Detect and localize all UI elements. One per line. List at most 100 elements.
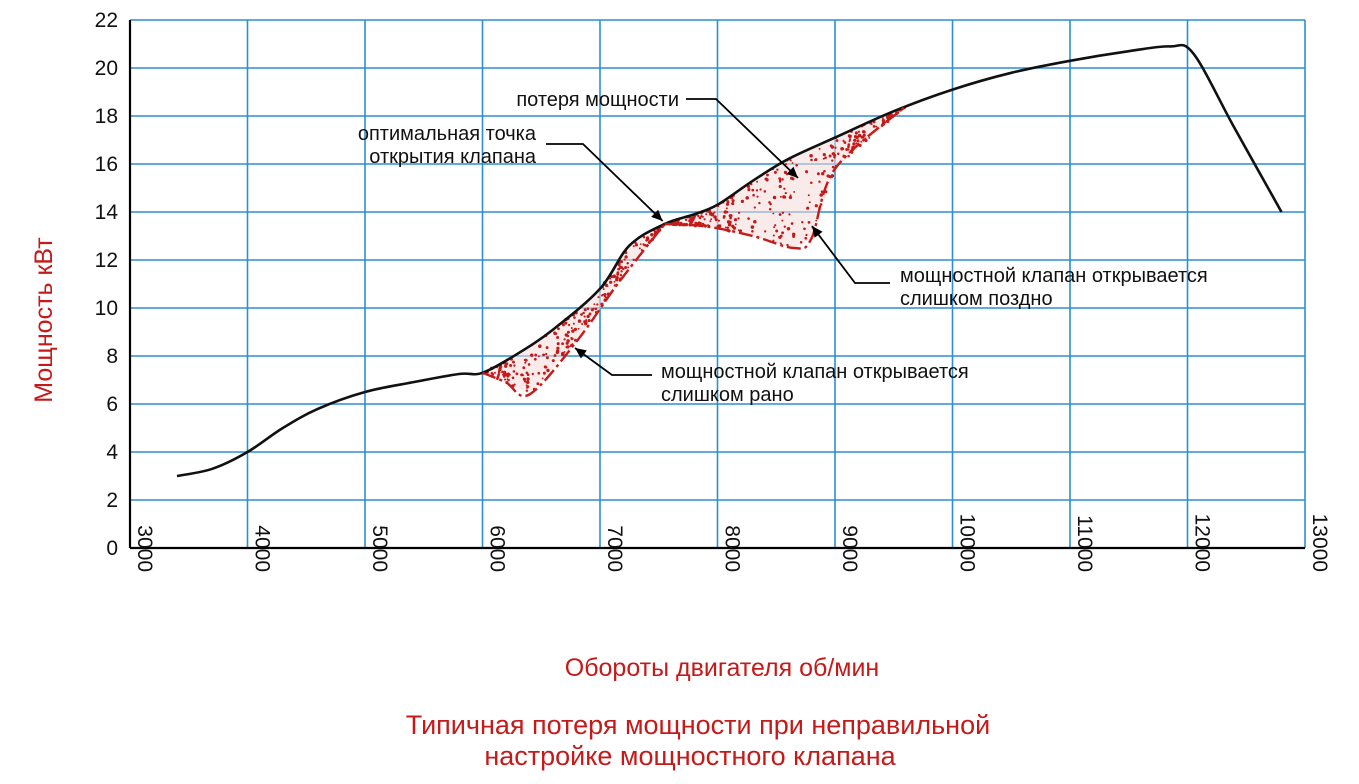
loss-dot [538, 344, 542, 348]
loss-dot [526, 373, 530, 377]
loss-dot [570, 337, 573, 339]
loss-dot [786, 227, 791, 231]
loss-dot [632, 245, 635, 248]
x-tick-label: 9000 [838, 525, 861, 572]
loss-dot [491, 373, 495, 376]
loss-dot [619, 273, 623, 277]
loss-dot [713, 211, 716, 214]
loss-dot [583, 308, 587, 312]
loss-dot [756, 180, 759, 183]
loss-dot [588, 312, 592, 316]
loss-dot [616, 271, 620, 274]
loss-dot [597, 296, 600, 299]
loss-dot [566, 334, 570, 338]
loss-dot [845, 148, 849, 151]
loss-dot [512, 370, 516, 373]
loss-dot [763, 190, 767, 193]
loss-dot [842, 139, 845, 142]
loss-dot [815, 219, 818, 222]
loss-dot [790, 222, 794, 225]
curves [176, 43, 1283, 478]
loss-dot [784, 163, 788, 166]
loss-dot [847, 145, 850, 149]
loss-dot [803, 227, 806, 231]
annotation-opens-too-early-line-1: мощностной клапан открывается [661, 361, 969, 383]
loss-dot [526, 385, 530, 388]
y-tick-label: 18 [95, 105, 118, 128]
loss-dot [546, 368, 550, 373]
loss-dot [793, 190, 796, 193]
loss-dot [764, 230, 767, 233]
loss-dot [545, 356, 549, 360]
loss-dot [776, 168, 779, 171]
annotation-opens-too-late: мощностной клапан открывается слишком по… [900, 265, 1208, 310]
loss-dot [781, 178, 784, 181]
loss-dot [881, 117, 884, 120]
loss-dot [647, 240, 651, 244]
loss-dot [573, 316, 576, 319]
loss-dot [854, 131, 858, 135]
loss-dot [773, 170, 777, 174]
loss-dot [810, 158, 813, 162]
caption-line-1: Типичная потеря мощности при неправильно… [406, 710, 990, 740]
loss-dot [737, 217, 740, 220]
loss-dot [506, 374, 510, 378]
x-tick-label: 4000 [251, 525, 274, 572]
loss-dot [577, 319, 582, 323]
loss-dot [848, 140, 851, 143]
loss-dot [806, 206, 810, 210]
y-tick-label: 2 [106, 489, 118, 512]
loss-dot [726, 220, 731, 224]
loss-dot [571, 329, 575, 333]
loss-dot [524, 361, 527, 364]
loss-dot [504, 364, 508, 368]
loss-dot [726, 200, 730, 204]
loss-dot [638, 247, 641, 250]
loss-dot [525, 389, 529, 392]
annotation-power-loss: потеря мощности [516, 89, 679, 111]
loss-dot [847, 143, 851, 146]
loss-dot [847, 148, 850, 151]
loss-dot [596, 303, 599, 306]
loss-dot [818, 180, 821, 183]
loss-dot [852, 142, 856, 146]
loss-dot [788, 195, 793, 200]
loss-dot [768, 201, 771, 204]
loss-dot [702, 215, 704, 218]
loss-dot [512, 360, 515, 364]
loss-dot [752, 193, 755, 197]
loss-dot [703, 224, 707, 228]
loss-dot [522, 374, 525, 377]
loss-dot [753, 206, 756, 209]
y-tick-label: 0 [106, 537, 118, 560]
loss-dot [557, 327, 560, 331]
loss-dot [545, 366, 548, 369]
leader-opens-too-early [574, 347, 652, 376]
loss-dot [778, 213, 782, 216]
leader-opens-too-early-arrowhead [575, 348, 587, 359]
loss-dot [755, 189, 759, 192]
loss-dot [556, 342, 560, 346]
loss-dot [509, 363, 513, 368]
loss-dot [556, 346, 560, 350]
loss-dot [848, 138, 851, 141]
loss-dot [505, 362, 509, 366]
loss-dot [515, 372, 519, 376]
loss-dot [766, 173, 769, 177]
x-tick-label: 3000 [133, 525, 156, 572]
loss-dot [580, 313, 583, 316]
loss-dot [791, 162, 794, 164]
caption-line-2: настройке мощностного клапана [484, 741, 896, 771]
loss-dot [555, 349, 560, 353]
loss-dot [503, 374, 506, 377]
loss-curve-early [482, 223, 666, 398]
loss-dot [810, 181, 813, 185]
y-tick-label: 4 [106, 441, 118, 464]
loss-dot [658, 228, 662, 231]
loss-dot [778, 184, 782, 189]
loss-dot [582, 311, 585, 315]
loss-dot [737, 211, 741, 214]
loss-dot [609, 280, 613, 284]
loss-dot [775, 229, 779, 233]
loss-dot [612, 274, 617, 279]
